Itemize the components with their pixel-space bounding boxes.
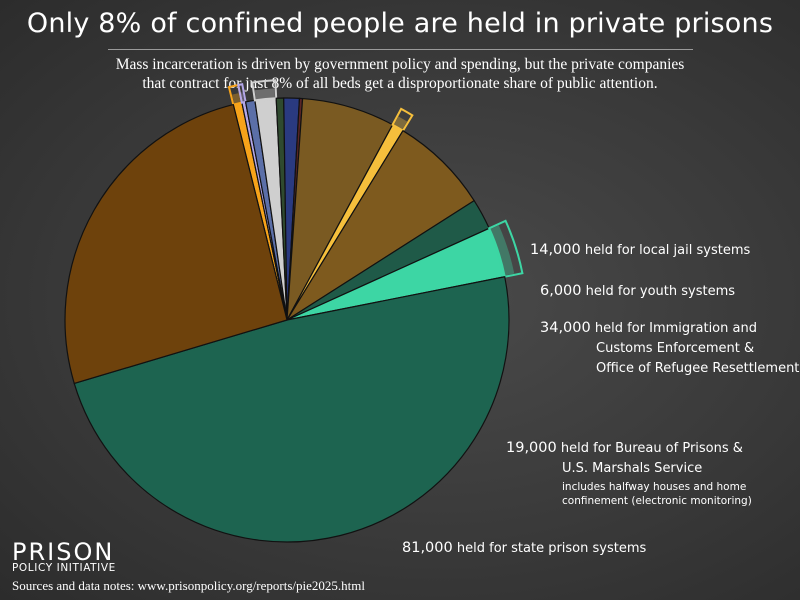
label-ice-value: 34,000	[540, 320, 591, 336]
label-local-jail-text: held for local jail systems	[584, 243, 751, 258]
label-bop-note-2: confinement (electronic monitoring)	[562, 495, 752, 507]
label-state: 81,000 held for state prison systems	[402, 538, 646, 559]
pie-slice-9	[286, 129, 476, 321]
label-youth-value: 6,000	[540, 283, 582, 299]
pie-slice-callout-8	[391, 107, 414, 133]
title-divider	[108, 49, 693, 50]
pie-slice-12	[73, 276, 510, 543]
label-bop: 19,000 held for Bureau of Prisons & U.S.…	[506, 438, 743, 479]
pie-slice-callout-fill-8	[392, 116, 408, 132]
source-note: Sources and data notes: www.prisonpolicy…	[12, 578, 365, 593]
chart-subtitle: Mass incarceration is driven by governme…	[60, 55, 740, 93]
pie-slice-callout-3	[251, 79, 278, 102]
label-ice: 34,000 held for Immigration and Customs …	[540, 318, 799, 379]
label-local-jail-value: 14,000	[530, 242, 581, 258]
label-bop-text-1: held for Bureau of Prisons &	[560, 441, 743, 456]
label-bop-note: includes halfway houses and home confine…	[562, 480, 752, 508]
pie-slice-callout-fill-11	[487, 225, 515, 276]
label-ice-text-3: Office of Refugee Resettlement	[596, 361, 800, 376]
label-local-jail: 14,000 held for local jail systems	[530, 240, 750, 261]
label-ice-text-2: Customs Enforcement &	[596, 341, 755, 356]
label-ice-text-1: held for Immigration and	[594, 321, 757, 336]
label-youth: 6,000 held for youth systems	[540, 281, 735, 302]
label-state-text: held for state prison systems	[456, 541, 647, 556]
subtitle-line-2: that contract for just 8% of all beds ge…	[142, 75, 658, 92]
label-bop-value: 19,000	[506, 440, 557, 456]
chart-title: Only 8% of confined people are held in p…	[26, 8, 774, 39]
pie-slice-callout-fill-3	[254, 88, 276, 103]
pie-slice-callout-1	[237, 83, 247, 104]
label-youth-text: held for youth systems	[585, 284, 736, 299]
pie-slice-callout-fill-0	[232, 93, 242, 107]
logo-prison: PRISON	[12, 538, 115, 566]
label-state-value: 81,000	[402, 540, 453, 556]
subtitle-line-1: Mass incarceration is driven by governme…	[115, 56, 685, 73]
label-bop-text-2: U.S. Marshals Service	[562, 461, 703, 476]
label-bop-note-1: includes halfway houses and home	[562, 481, 747, 493]
pie-slice-callout-fill-1	[241, 92, 245, 105]
pie-slice-13	[64, 103, 288, 385]
logo-policy-initiative: POLICY INITIATIVE	[12, 562, 116, 574]
pie-slice-callout-11	[487, 219, 524, 278]
